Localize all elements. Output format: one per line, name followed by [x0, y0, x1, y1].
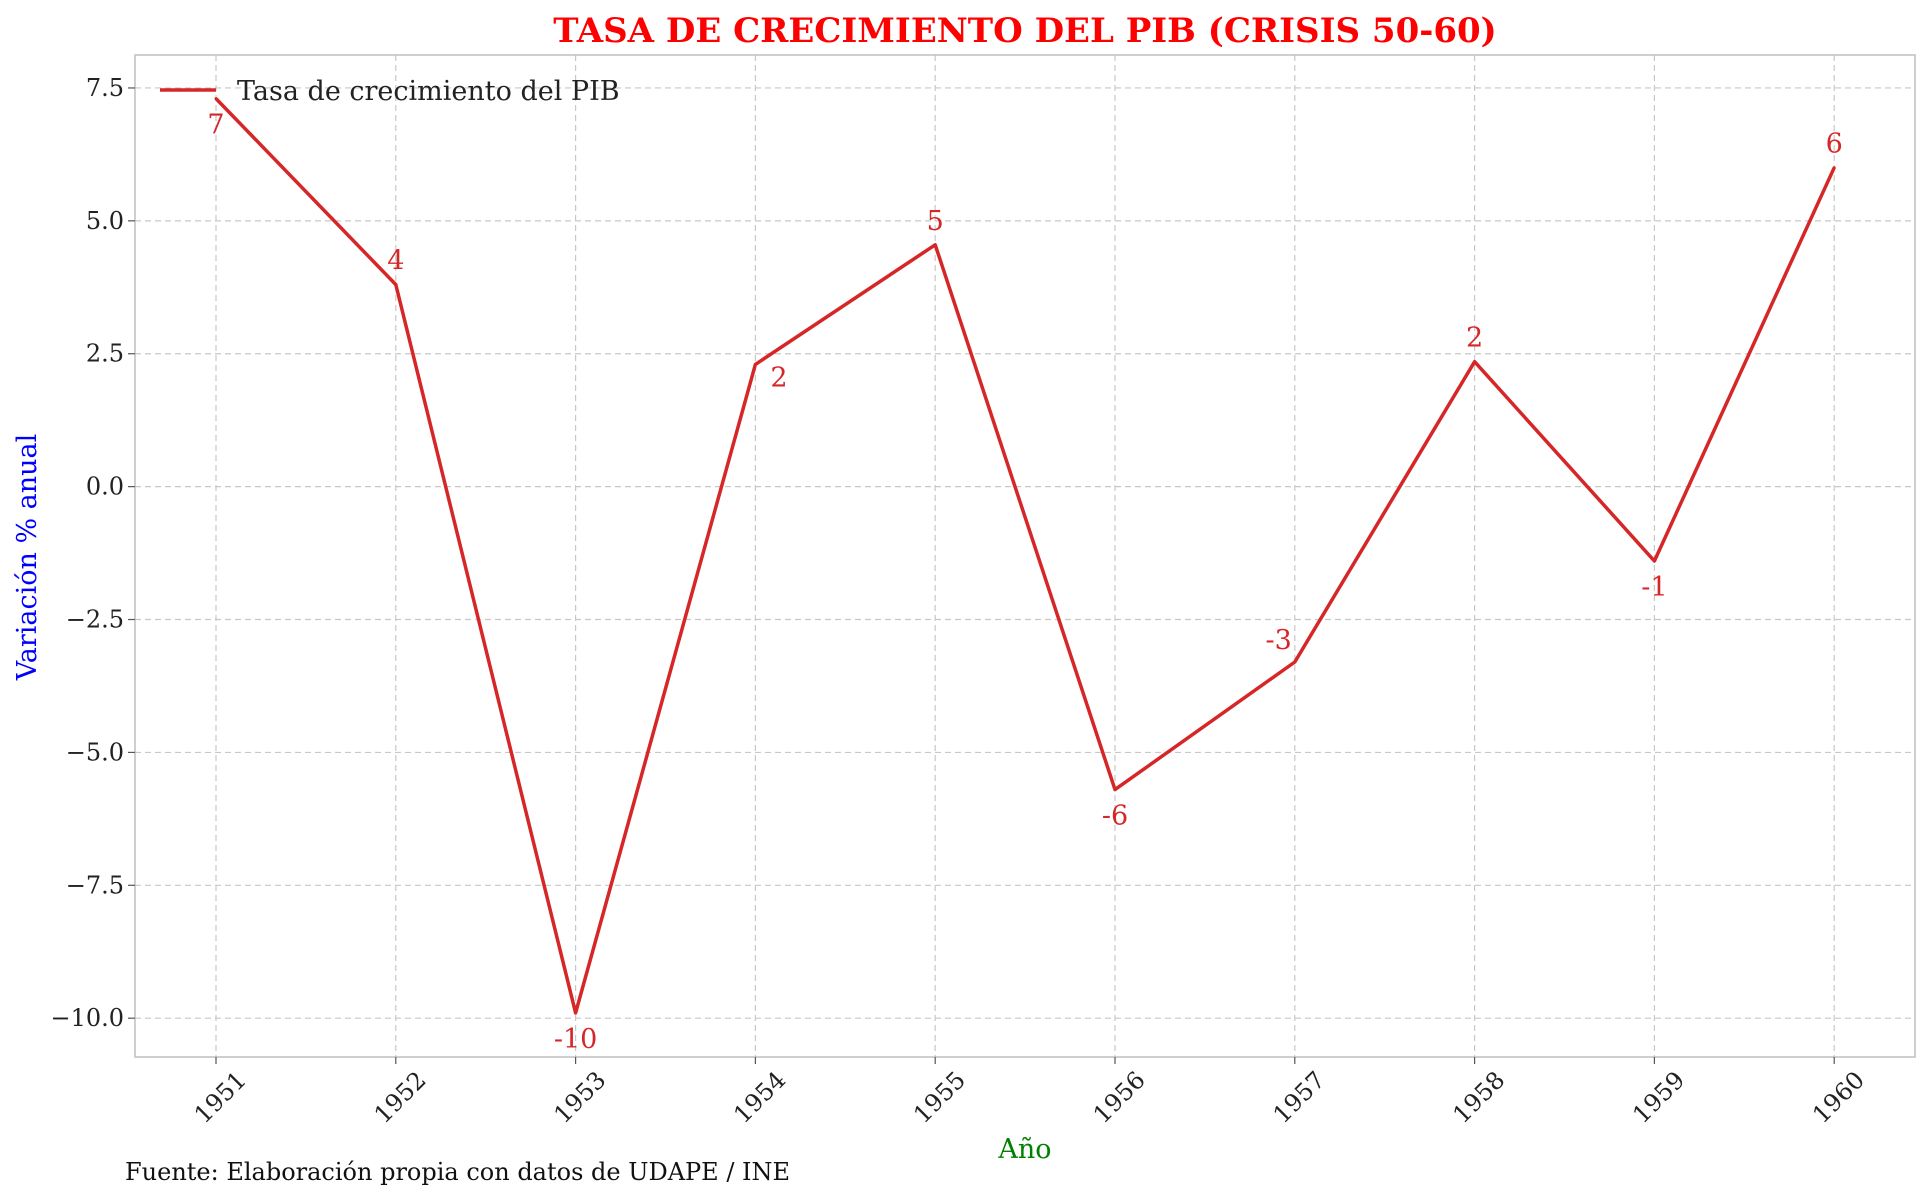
data-label: 5: [927, 206, 944, 237]
legend: Tasa de crecimiento del PIB: [160, 76, 620, 107]
y-tick-label: 0.0: [86, 473, 124, 501]
data-label: -10: [554, 1024, 597, 1055]
x-tick-label: 1954: [728, 1066, 791, 1129]
data-point: [1473, 360, 1477, 364]
x-axis-ticks: 1951 1952 1953 1954 1955 1956 1957 1958 1959 1960: [189, 1057, 1870, 1129]
x-tick-label: 1957: [1268, 1066, 1331, 1129]
y-tick-label: −5.0: [66, 738, 124, 766]
series-layer: [214, 97, 1836, 1015]
y-tick-label: 2.5: [86, 340, 124, 368]
data-point: [1652, 559, 1656, 563]
source-note: Fuente: Elaboración propia con datos de …: [125, 1158, 790, 1186]
x-tick-label: 1958: [1447, 1066, 1510, 1129]
grid: [135, 55, 1915, 1057]
y-tick-label: −7.5: [66, 871, 124, 899]
x-tick-label: 1952: [369, 1066, 432, 1129]
data-point: [214, 97, 218, 101]
data-point: [394, 283, 398, 287]
x-axis-label: Año: [997, 1134, 1051, 1165]
data-label: 2: [1466, 323, 1483, 354]
y-tick-label: −2.5: [66, 606, 124, 634]
data-label: 6: [1826, 129, 1843, 160]
data-label: -3: [1265, 625, 1291, 656]
data-point: [574, 1011, 578, 1015]
series-line: [214, 97, 1836, 1015]
plot-frame: [134, 54, 1916, 1058]
y-axis-ticks: 7.5 5.0 2.5 0.0 −2.5 −5.0 −7.5 −10.0: [50, 74, 135, 1032]
y-tick-label: −10.0: [50, 1004, 124, 1032]
y-axis-label: Variación % anual: [12, 434, 43, 682]
y-tick-label: 7.5: [86, 74, 124, 102]
data-label: -1: [1641, 572, 1667, 603]
data-label: 7: [207, 110, 224, 141]
data-point: [753, 362, 757, 366]
data-point: [1113, 788, 1117, 792]
x-tick-label: 1959: [1627, 1066, 1690, 1129]
data-point: [1832, 166, 1836, 170]
data-label: -6: [1102, 801, 1128, 832]
data-labels: 7 4 -10 2 5 -6 -3 2 -1 6: [207, 110, 1842, 1055]
data-point: [1293, 660, 1297, 664]
x-tick-label: 1960: [1807, 1066, 1870, 1129]
x-tick-label: 1955: [908, 1066, 971, 1129]
x-tick-label: 1956: [1088, 1066, 1151, 1129]
data-label: 4: [387, 246, 404, 277]
y-tick-label: 5.0: [86, 207, 124, 235]
legend-label: Tasa de crecimiento del PIB: [237, 76, 620, 107]
data-point: [933, 243, 937, 247]
x-tick-label: 1951: [189, 1066, 252, 1129]
data-label: 2: [770, 362, 787, 393]
chart-title: TASA DE CRECIMIENTO DEL PIB (CRISIS 50-6…: [553, 11, 1496, 51]
x-tick-label: 1953: [548, 1066, 611, 1129]
